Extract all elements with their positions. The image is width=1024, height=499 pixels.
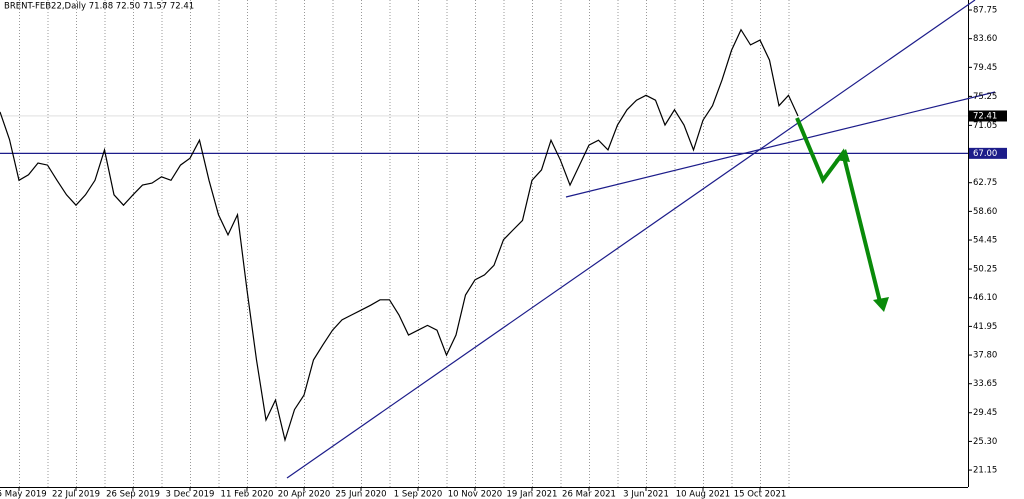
trendline: [286, 0, 976, 479]
y-tick-label: 83.60: [973, 34, 997, 44]
arrow-path: [795, 117, 882, 303]
x-tick-label: 15 May 2019: [0, 490, 47, 499]
arrow-head: [835, 149, 850, 162]
x-tick-label: 25 Jun 2020: [335, 490, 386, 499]
arrow-head: [873, 297, 889, 312]
price-line: [0, 28, 799, 443]
plot: [0, 28, 968, 443]
x-tick-label: 1 Sep 2020: [394, 490, 442, 499]
x-tick-label: 11 Feb 2020: [221, 490, 274, 499]
current-price-label: 72.41: [973, 111, 997, 121]
chart-header: BRENT-FEB22,Daily 71.88 72.50 71.57 72.4…: [4, 2, 194, 12]
y-tick-label: 62.75: [973, 178, 997, 188]
y-tick-label: 46.10: [973, 293, 997, 303]
x-tick-label: 26 Sep 2019: [106, 490, 160, 499]
x-tick-label: 22 Jul 2019: [52, 490, 100, 499]
x-tick-label: 10 Aug 2021: [676, 490, 730, 499]
x-tick-label: 3 Dec 2019: [166, 490, 215, 499]
y-tick-label: 29.45: [973, 408, 997, 418]
y-tick-label: 37.80: [973, 351, 997, 361]
y-tick-label: 33.65: [973, 379, 997, 389]
y-tick-label: 25.30: [973, 437, 997, 447]
level-label: 67.00: [973, 149, 997, 159]
y-tick-label: 50.25: [973, 265, 997, 275]
forecast-arrow: [795, 117, 889, 312]
y-tick-label: 79.45: [973, 63, 997, 73]
y-tick-label: 21.15: [973, 466, 997, 476]
y-tick-label: 41.95: [973, 322, 997, 332]
x-tick-label: 15 Oct 2021: [734, 490, 787, 499]
x-tick-label: 20 Apr 2020: [278, 490, 331, 499]
x-tick-label: 3 Jun 2021: [623, 490, 669, 499]
x-tick-label: 10 Nov 2020: [448, 490, 502, 499]
y-tick-label: 87.75: [973, 6, 997, 16]
y-tick-label: 71.05: [973, 121, 997, 131]
trendline: [565, 91, 996, 198]
x-tick-label: 19 Jan 2021: [507, 490, 558, 499]
y-tick-label: 58.60: [973, 207, 997, 217]
y-tick-label: 54.45: [973, 236, 997, 246]
x-tick-label: 26 Mar 2021: [562, 490, 616, 499]
y-tick-label: 75.25: [973, 92, 997, 102]
level-box: [969, 147, 1007, 159]
current-price-box: [969, 110, 1007, 122]
